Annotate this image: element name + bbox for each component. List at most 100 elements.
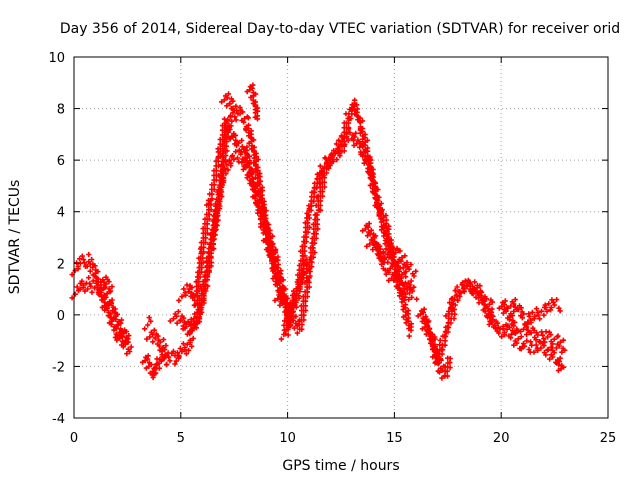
data-point-run xyxy=(297,257,313,290)
data-point-run xyxy=(442,355,453,379)
data-point-run xyxy=(480,294,495,312)
data-point-run xyxy=(215,123,230,161)
data-point-run xyxy=(77,278,89,294)
series-sat-p xyxy=(364,235,415,303)
series-sat-h xyxy=(176,116,294,338)
data-point-run xyxy=(537,329,549,345)
y-tick-label: 0 xyxy=(57,309,65,324)
series-sat-e xyxy=(144,327,170,361)
data-point-run xyxy=(430,334,443,374)
data-point-run xyxy=(464,279,477,296)
x-tick-label: 0 xyxy=(70,431,78,446)
data-point-run xyxy=(291,313,302,336)
series-sat-k xyxy=(244,82,261,122)
series-sat-w xyxy=(518,320,568,355)
data-point-run xyxy=(483,306,499,332)
data-point-run xyxy=(443,295,456,319)
data-point-run xyxy=(357,118,373,163)
series-sat-u xyxy=(483,306,567,374)
data-point-run xyxy=(454,278,469,298)
data-point-run xyxy=(403,261,419,279)
data-point-run xyxy=(518,320,533,338)
data-point-run xyxy=(176,341,189,359)
data-point-run xyxy=(159,337,170,361)
x-tick-label: 10 xyxy=(279,431,296,446)
data-point-run xyxy=(316,156,333,179)
data-point-run xyxy=(400,294,414,339)
chart-title: Day 356 of 2014, Sidereal Day-to-day VTE… xyxy=(60,21,620,37)
data-point-run xyxy=(142,315,154,332)
series-sat-i xyxy=(180,147,286,334)
data-point-run xyxy=(554,355,567,374)
data-point-run xyxy=(360,221,377,245)
y-tick-label: -2 xyxy=(52,360,65,375)
data-point-run xyxy=(184,335,196,353)
y-axis-label: SDTVAR / TECUs xyxy=(7,180,23,295)
y-tick-label: 2 xyxy=(57,257,65,272)
data-point-run xyxy=(545,344,559,365)
series-sat-m xyxy=(283,97,420,337)
data-point-run xyxy=(192,246,206,308)
data-point-run xyxy=(528,325,541,343)
data-point-run xyxy=(400,281,415,303)
x-axis-label: GPS time / hours xyxy=(282,458,399,474)
data-point-run xyxy=(272,290,290,315)
data-point-run xyxy=(492,318,503,336)
data-point-run xyxy=(365,157,381,203)
x-tick-label: 5 xyxy=(177,431,185,446)
data-point-run xyxy=(337,120,352,159)
data-point-run xyxy=(103,276,115,294)
series-sat-x xyxy=(496,298,522,336)
series-sat-d xyxy=(140,335,196,381)
data-point-run xyxy=(249,143,263,189)
y-tick-label: 4 xyxy=(57,206,65,221)
data-point-run xyxy=(84,251,95,274)
data-point-run xyxy=(227,131,241,149)
data-point-run xyxy=(144,327,157,345)
axis-ticks: 0 5 10 15 20 25 -4 -2 0 2 4 6 8 10 xyxy=(48,51,616,446)
y-tick-label: 8 xyxy=(57,103,65,118)
y-tick-label: -4 xyxy=(52,412,65,427)
x-tick-label: 25 xyxy=(600,431,617,446)
data-point-run xyxy=(250,90,261,122)
data-point-run xyxy=(349,130,364,155)
data-point-run xyxy=(499,322,509,340)
data-point-run xyxy=(198,197,214,255)
series-sat-c xyxy=(95,274,115,294)
data-point-run xyxy=(221,116,235,141)
data-point-run xyxy=(85,275,96,295)
series-sat-n xyxy=(278,257,313,342)
y-tick-label: 10 xyxy=(48,51,65,66)
data-point-run xyxy=(278,300,296,342)
data-point-run xyxy=(236,147,253,178)
plot-frame xyxy=(73,56,609,419)
data-point-run xyxy=(374,193,389,239)
data-point-run xyxy=(511,330,526,352)
y-tick-label: 6 xyxy=(57,154,65,169)
data-point-run xyxy=(507,311,522,336)
data-point-run xyxy=(118,327,132,345)
series-sat-o xyxy=(360,221,419,279)
data-point-run xyxy=(306,171,323,218)
data-point-run xyxy=(255,198,269,244)
series-sat-r xyxy=(419,319,453,381)
data-point-run xyxy=(69,256,83,278)
data-point-run xyxy=(152,331,163,349)
series-sat-f xyxy=(142,315,154,332)
data-point-run xyxy=(164,350,178,367)
data-point-run xyxy=(227,96,239,114)
data-point-run xyxy=(207,149,224,206)
series-sat-t xyxy=(454,278,495,312)
grid-layer xyxy=(74,57,608,418)
data-point-run xyxy=(95,274,109,291)
x-tick-label: 15 xyxy=(386,431,403,446)
x-tick-label: 20 xyxy=(493,431,510,446)
data-point-run xyxy=(146,360,156,378)
data-point-run xyxy=(553,333,568,355)
data-point-run xyxy=(209,170,227,242)
data-point-run xyxy=(69,280,83,301)
data-marks xyxy=(69,82,568,381)
data-point-run xyxy=(518,338,533,355)
data-point-run xyxy=(548,297,563,314)
